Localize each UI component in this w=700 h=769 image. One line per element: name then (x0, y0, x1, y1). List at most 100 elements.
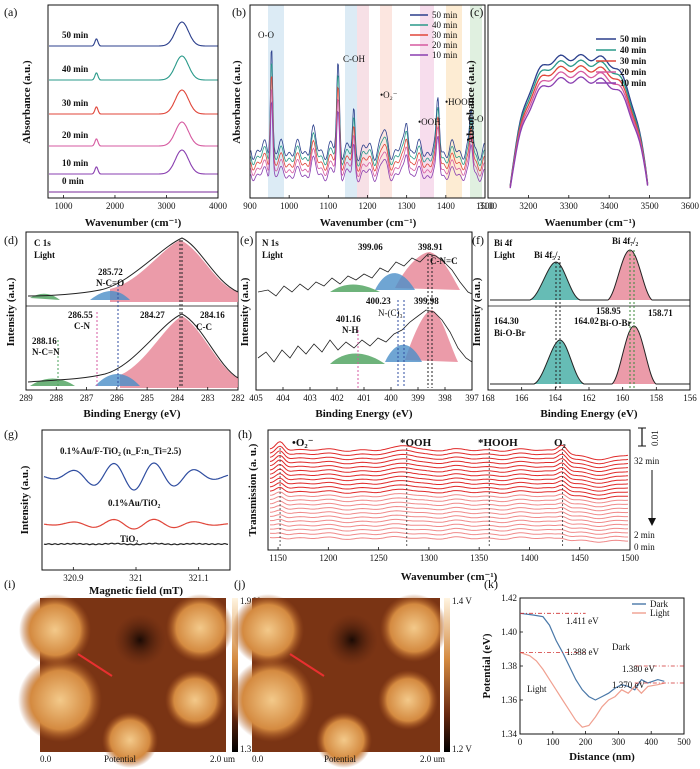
x-tick-label-4: 1300 (398, 201, 417, 211)
panel-c-curve-3 (509, 70, 649, 188)
panel-f: (f) Bi 4f Light Bi 4f₅/₂ Bi 4f₇/₂ 164.30… (471, 231, 697, 420)
x-tick-label-2: 1100 (319, 201, 337, 211)
panel-label-b: (b) (232, 5, 246, 19)
panel-b-legend-label-2: 30 min (432, 30, 458, 40)
panel-k-x-tick-label-4: 400 (644, 737, 658, 747)
panel-h-curve-5 (269, 463, 629, 480)
x-tick-label-1: 3200 (519, 201, 538, 211)
panel-j-blob-2 (230, 658, 314, 742)
x-tick-label-6: 1500 (476, 201, 495, 211)
panel-j-axis-start: 0.0 (252, 754, 264, 764)
panel-a-ylabel: Absorbance (a.u.) (21, 60, 33, 144)
x-tick-label-0: 1000 (54, 201, 73, 211)
panel-k-legend-label-1: Light (650, 608, 670, 618)
panel-label-g: (g) (4, 427, 18, 441)
panel-h-time-32: 32 min (634, 456, 660, 466)
panel-k-x-tick-label-1: 100 (546, 737, 560, 747)
panel-d-annot-ncn: N-C=N (32, 347, 60, 357)
panel-d-annot-cn: C-N (74, 321, 90, 331)
panel-a-curve-0 (49, 21, 218, 47)
panel-e-annot-cnc: C-N=C (430, 256, 458, 266)
panel-b-xlabel: Wavenumber (cm⁻¹) (320, 217, 417, 229)
panel-h-time-0: 0 min (634, 542, 655, 552)
panel-k-annot-dark: Dark (612, 642, 630, 652)
panel-d-ylabel: Intensity (a.u.) (5, 277, 17, 346)
panel-b-legend-label-1: 40 min (432, 20, 458, 30)
panel-f-lower-curve (490, 325, 690, 385)
panel-f-upper-curve (490, 249, 690, 301)
panel-k-y-tick-label-2: 1.38 (501, 661, 517, 671)
panel-k-y-tick-label-4: 1.42 (501, 593, 517, 603)
x-tick-label-6: 399 (411, 393, 425, 403)
panel-a-curve-labels: 50 min 40 min 30 min 20 min 10 min 0 min (62, 30, 88, 186)
panel-h-annot-hooh: *HOOH (478, 437, 518, 449)
panel-j-blob-3 (380, 594, 448, 662)
panel-j-scale-top: 1.4 V (452, 596, 472, 606)
x-tick-label-6: 156 (683, 393, 697, 403)
panel-j-blob-1 (232, 594, 304, 666)
panel-j-line-profile (289, 653, 325, 677)
panel-e: (e) N 1s Light 399.06 398.91 C-N=C 400.2… (239, 231, 479, 420)
panel-g: (g) 0.1%Au/F-TiO₂ (n_F:n_Ti=2.5) 0.1%Au/… (4, 427, 231, 597)
x-tick-label-3: 402 (330, 393, 344, 403)
x-tick-label-3: 162 (582, 393, 596, 403)
panel-i-scale-bottom: 1.3 V (240, 744, 260, 754)
panel-i-colorbar (232, 598, 238, 752)
x-tick-label-7: 1500 (621, 553, 640, 563)
x-tick-label-0: 320.9 (63, 573, 84, 583)
panel-h-annot-o2: O₂ (554, 437, 567, 449)
panel-d-lower-cn-peak (95, 374, 140, 386)
x-tick-label-2: 403 (303, 393, 317, 403)
x-tick-label-5: 284 (171, 393, 185, 403)
panel-e-annot-399-98: 399.98 (414, 296, 439, 306)
panel-d-lower-curve (27, 313, 239, 383)
panel-label-h: (h) (238, 427, 252, 441)
panel-label-i: (i) (4, 577, 15, 591)
x-tick-label-5: 3600 (681, 201, 700, 211)
x-tick-label-5: 1400 (437, 201, 456, 211)
panel-k-x-tick-label-5: 500 (677, 737, 691, 747)
x-tick-label-4: 160 (616, 393, 630, 403)
panel-k-xlabel: Distance (nm) (569, 751, 635, 763)
panel-c-frame (487, 4, 691, 199)
panel-h-curve-14 (269, 505, 629, 516)
x-tick-label-2: 1250 (370, 553, 389, 563)
panel-f-x-ticks: 168 166 164 162 160 158 156 (481, 387, 697, 403)
panel-k-series (519, 612, 665, 728)
panel-g-label-tio2: TiO₂ (120, 534, 138, 544)
panel-a-curve-label-2: 30 min (62, 98, 88, 108)
panel-k-ylabel: Potential (eV) (481, 633, 493, 698)
panel-c-curve-1 (509, 59, 649, 187)
panel-d-upper-ncn-peak (30, 293, 60, 300)
panel-e-ylabel: Intensity (a.u.) (239, 277, 251, 346)
panel-f-annot-164-30: 164.30 (494, 316, 519, 326)
panel-h-time-arrowhead (648, 518, 656, 526)
panel-j: (j) 1.4 V 1.2 V 0.0 Potential 2.0 um (230, 577, 472, 768)
panel-i-axis-end: 2.0 um (210, 754, 235, 764)
panel-c-legend-label-0: 50 min (620, 34, 646, 44)
panel-k-ticks: 0 100 200 300 400 500 1.34 1.36 1.38 1.40 1.42 (501, 593, 691, 747)
panel-d-annot-ncco: N-C=O (96, 278, 124, 288)
panel-e-x-ticks: 405 404 403 402 401 400 399 398 397 (249, 387, 479, 403)
panel-d-annot-285-72: 285.72 (98, 267, 123, 277)
panel-g-ylabel: Intensity (a.u.) (19, 465, 31, 534)
x-tick-label-3: 1300 (420, 553, 439, 563)
panel-h-curve-16 (270, 514, 628, 523)
panel-i-axis-start: 0.0 (40, 754, 52, 764)
panel-i-line-profile (77, 653, 113, 677)
panel-e-annot-nc3: N-(C)₃ (378, 308, 403, 318)
x-tick-label-6: 1450 (571, 553, 590, 563)
panel-k-y-tick-label-0: 1.34 (501, 729, 517, 739)
panel-b: (b) 900 1000 1100 1200 1300 1400 1500 Wavenumb… (231, 4, 495, 229)
panel-f-title: Bi 4f (494, 238, 513, 248)
panel-b-annotation-c-o: C-O (468, 114, 484, 124)
panel-i-blob-5 (102, 712, 158, 768)
panel-h-curve-8 (269, 477, 629, 492)
panel-i-blob-4 (165, 670, 225, 730)
panel-h-curve-1 (269, 445, 629, 465)
panel-f-upper-4f52-peak (530, 262, 580, 300)
panel-k-annot-1388: 1.388 eV (566, 647, 599, 657)
band-ooh (420, 5, 434, 198)
panel-h-series (269, 441, 629, 548)
panel-h-curve-18 (270, 523, 629, 531)
